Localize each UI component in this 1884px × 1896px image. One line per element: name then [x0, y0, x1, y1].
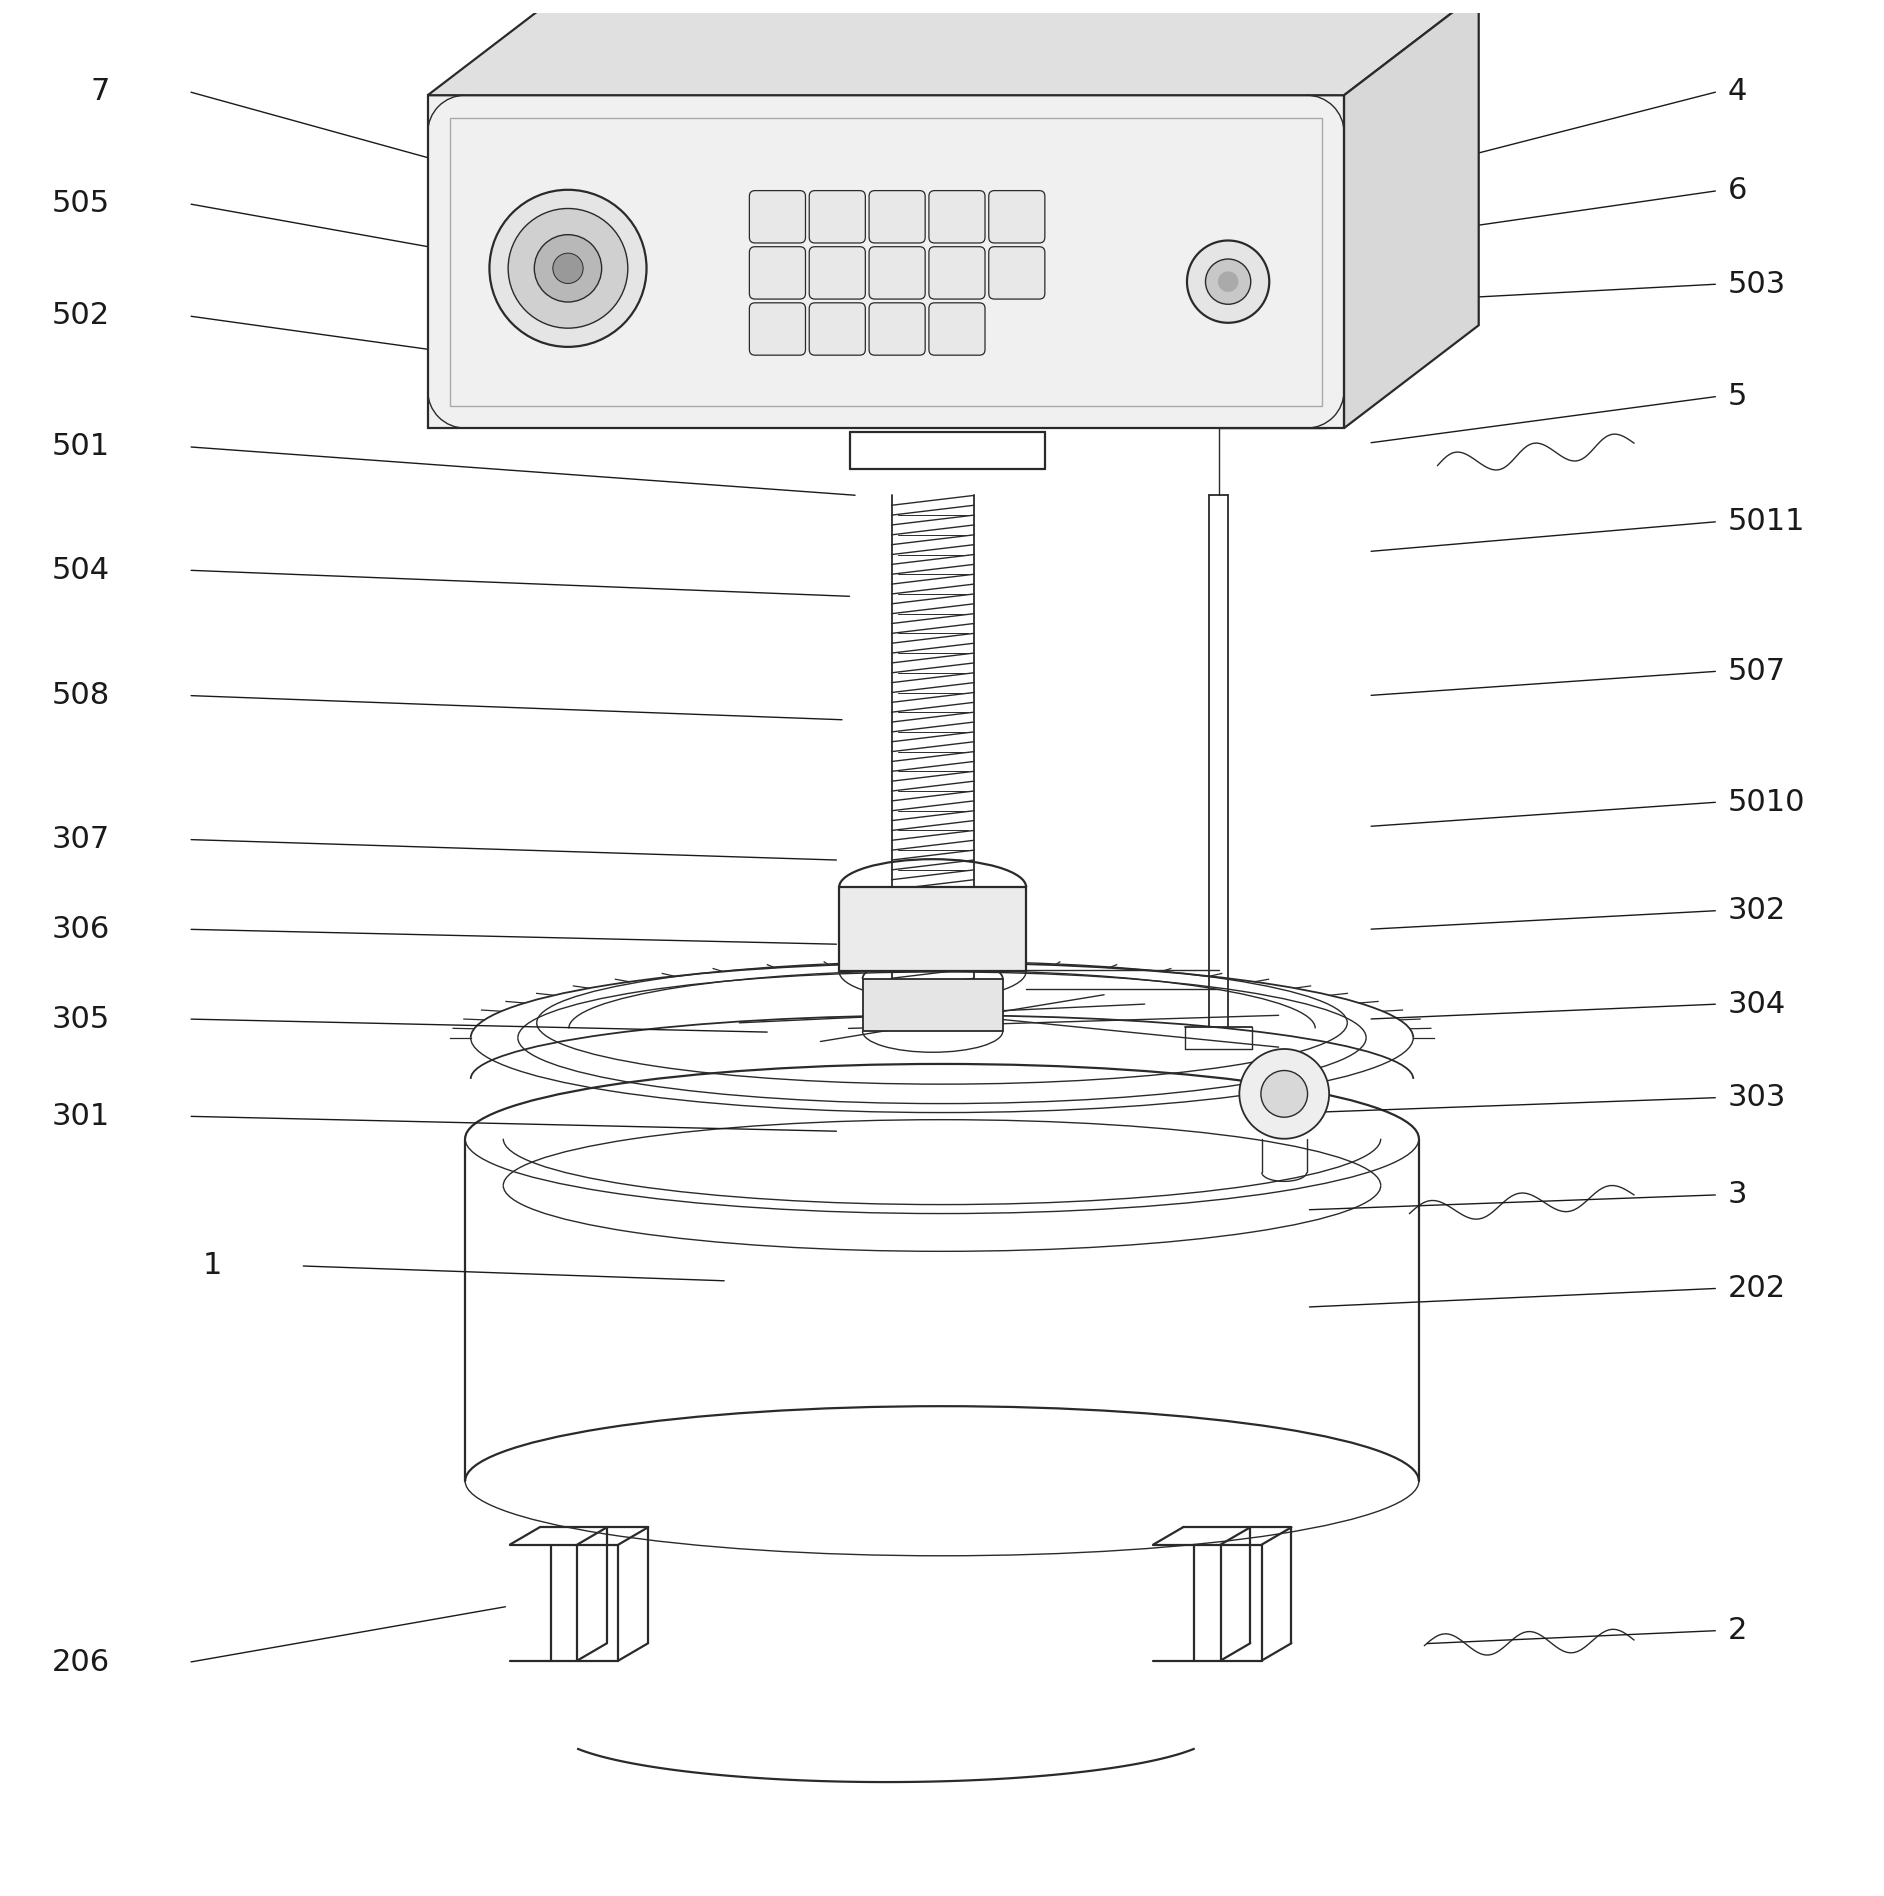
- FancyBboxPatch shape: [750, 191, 806, 243]
- FancyBboxPatch shape: [750, 246, 806, 300]
- FancyBboxPatch shape: [929, 303, 985, 355]
- FancyBboxPatch shape: [810, 303, 865, 355]
- Circle shape: [509, 209, 627, 328]
- Text: 7: 7: [90, 78, 109, 106]
- Text: 307: 307: [51, 825, 109, 853]
- Circle shape: [552, 254, 584, 284]
- Text: 5010: 5010: [1728, 787, 1805, 817]
- Circle shape: [1240, 1048, 1328, 1139]
- FancyBboxPatch shape: [869, 303, 925, 355]
- Text: 4: 4: [1728, 78, 1746, 106]
- Text: 504: 504: [51, 556, 109, 584]
- Text: 202: 202: [1728, 1274, 1786, 1303]
- Text: 303: 303: [1728, 1083, 1786, 1113]
- Text: 5011: 5011: [1728, 506, 1805, 537]
- Circle shape: [1206, 260, 1251, 303]
- Circle shape: [535, 235, 601, 301]
- Text: 306: 306: [51, 914, 109, 944]
- Text: 206: 206: [51, 1648, 109, 1676]
- Text: 507: 507: [1728, 656, 1786, 686]
- Circle shape: [1217, 271, 1238, 292]
- Text: 302: 302: [1728, 897, 1786, 925]
- Polygon shape: [428, 0, 1479, 95]
- Text: 508: 508: [51, 681, 109, 709]
- FancyBboxPatch shape: [750, 303, 806, 355]
- FancyBboxPatch shape: [810, 191, 865, 243]
- Text: 304: 304: [1728, 990, 1786, 1018]
- Circle shape: [1187, 241, 1270, 322]
- FancyBboxPatch shape: [989, 191, 1046, 243]
- Circle shape: [490, 190, 646, 347]
- FancyBboxPatch shape: [869, 191, 925, 243]
- FancyBboxPatch shape: [869, 246, 925, 300]
- Text: 503: 503: [1728, 269, 1786, 298]
- FancyBboxPatch shape: [929, 191, 985, 243]
- FancyBboxPatch shape: [929, 246, 985, 300]
- Text: 305: 305: [51, 1005, 109, 1033]
- Polygon shape: [1343, 0, 1479, 428]
- Circle shape: [1260, 1071, 1307, 1117]
- Text: 501: 501: [51, 432, 109, 461]
- FancyBboxPatch shape: [810, 246, 865, 300]
- FancyBboxPatch shape: [989, 246, 1046, 300]
- Bar: [863, 978, 1002, 1031]
- Text: 301: 301: [51, 1102, 109, 1130]
- Text: 3: 3: [1728, 1181, 1746, 1210]
- Text: 1: 1: [203, 1251, 222, 1280]
- Text: 2: 2: [1728, 1615, 1746, 1646]
- Text: 5: 5: [1728, 381, 1746, 411]
- Polygon shape: [428, 95, 1343, 428]
- Text: 502: 502: [51, 301, 109, 330]
- Text: 505: 505: [51, 190, 109, 218]
- Bar: [838, 887, 1027, 971]
- Text: 6: 6: [1728, 176, 1746, 205]
